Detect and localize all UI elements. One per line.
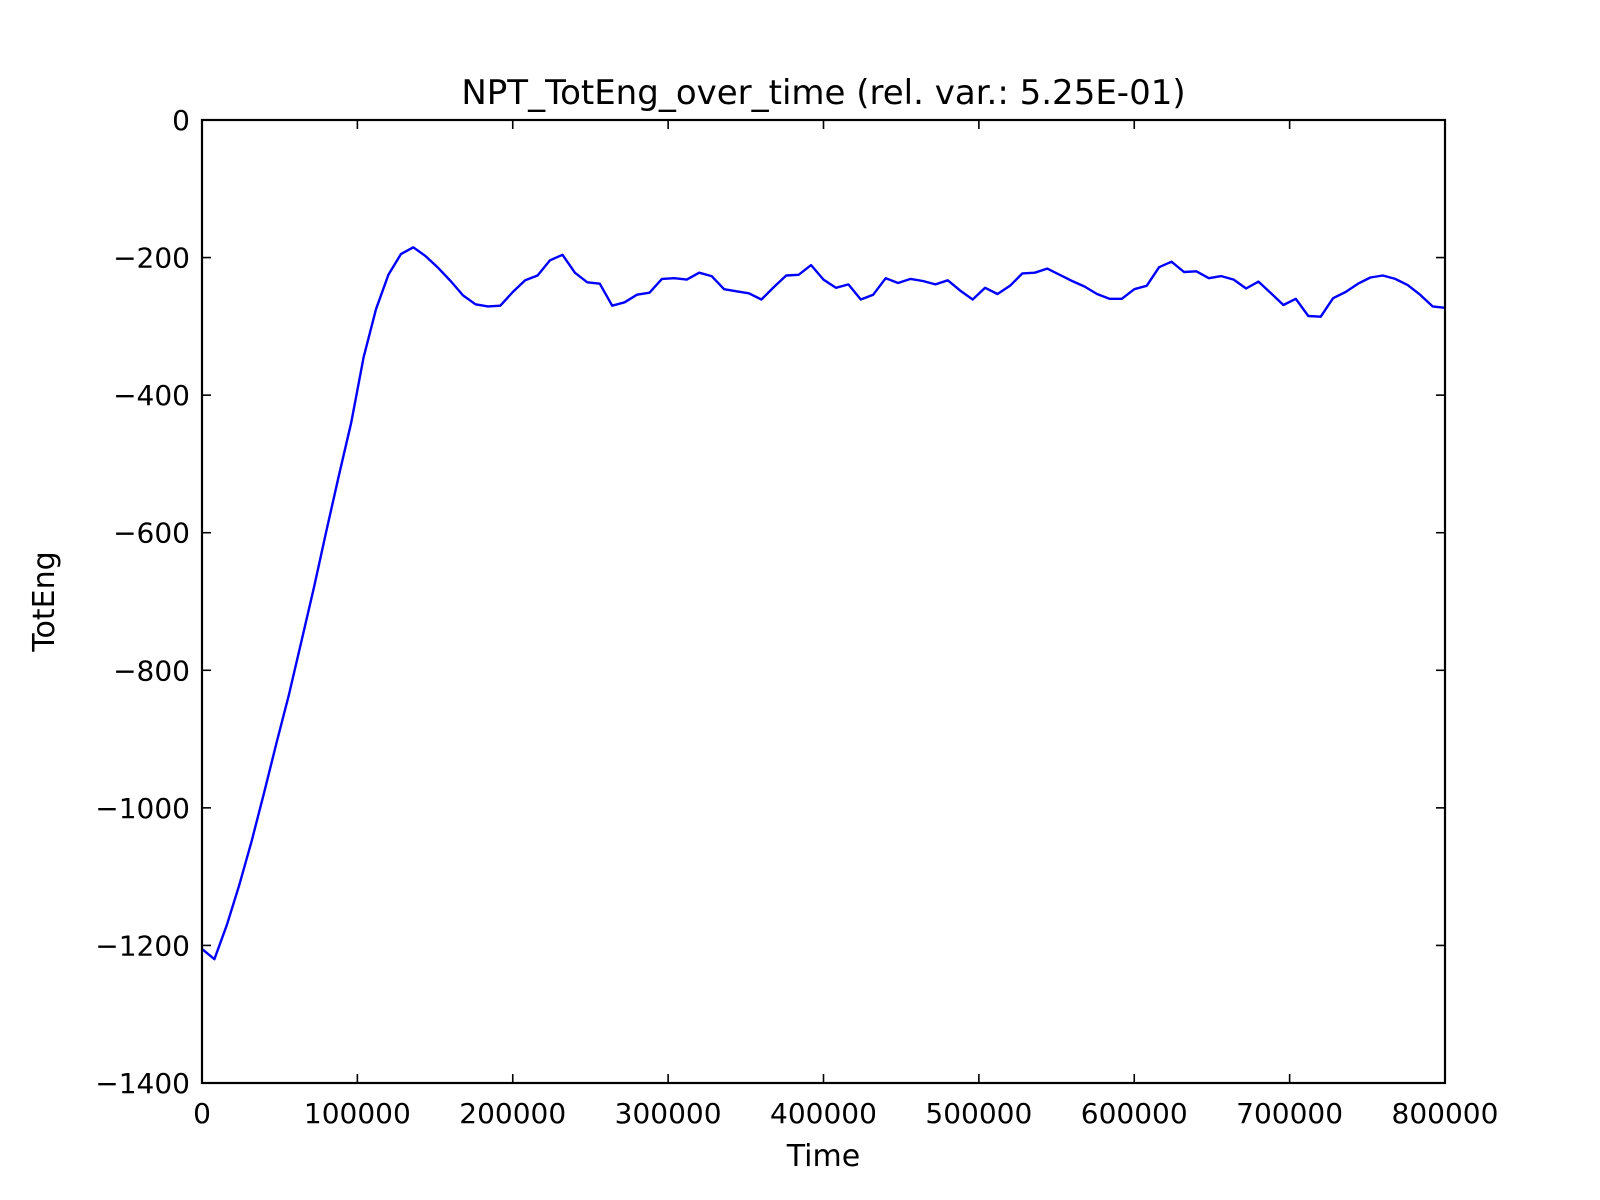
y-tick-label: −800 bbox=[113, 654, 190, 687]
y-tick-label: −600 bbox=[113, 517, 190, 550]
x-tick-label: 0 bbox=[193, 1097, 211, 1130]
x-tick-label: 500000 bbox=[925, 1097, 1032, 1130]
x-tick-label: 700000 bbox=[1236, 1097, 1343, 1130]
x-tick-label: 300000 bbox=[615, 1097, 722, 1130]
series-layer bbox=[201, 246, 1446, 961]
y-axis-label: TotEng bbox=[27, 551, 62, 652]
y-tick-label: 0 bbox=[172, 104, 190, 137]
y-tick-label: −200 bbox=[113, 242, 190, 275]
x-tick-label: 600000 bbox=[1081, 1097, 1188, 1130]
series-line bbox=[201, 246, 1446, 961]
y-tick-label: −1400 bbox=[95, 1067, 190, 1100]
y-tick-label: −1000 bbox=[95, 792, 190, 825]
y-tick-label: −1200 bbox=[95, 929, 190, 962]
chart-title: NPT_TotEng_over_time (rel. var.: 5.25E-0… bbox=[461, 73, 1185, 113]
ticks-layer: 0 100000 200000 300000 400000 500000 600000 700… bbox=[95, 104, 1498, 1130]
x-tick-label: 800000 bbox=[1392, 1097, 1499, 1130]
x-tick-label: 100000 bbox=[304, 1097, 411, 1130]
x-axis-label: Time bbox=[786, 1139, 860, 1174]
x-tick-label: 400000 bbox=[770, 1097, 877, 1130]
plot-area-frame bbox=[200, 118, 1447, 1085]
y-tick-label: −400 bbox=[113, 379, 190, 412]
x-tick-label: 200000 bbox=[459, 1097, 566, 1130]
